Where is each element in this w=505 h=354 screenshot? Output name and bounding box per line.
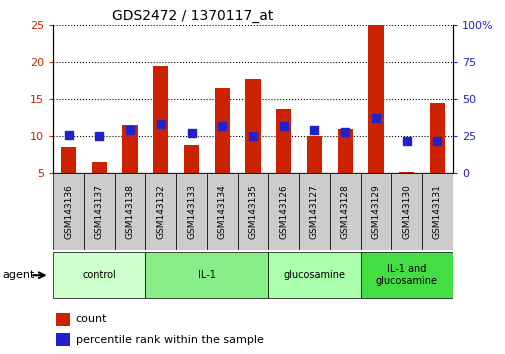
Text: GSM143137: GSM143137: [94, 184, 104, 239]
Bar: [329, 173, 360, 250]
Text: GSM143135: GSM143135: [248, 184, 257, 239]
Bar: [368, 25, 383, 173]
Bar: [398, 172, 414, 173]
Bar: [276, 109, 291, 173]
Bar: [115, 173, 145, 250]
Bar: [298, 173, 329, 250]
Point: [340, 129, 348, 135]
Point: [371, 116, 379, 121]
Bar: [237, 173, 268, 250]
Text: GSM143136: GSM143136: [64, 184, 73, 239]
Bar: [153, 65, 168, 173]
Bar: [337, 129, 352, 173]
Text: GSM143138: GSM143138: [125, 184, 134, 239]
Text: GSM143132: GSM143132: [156, 184, 165, 239]
Point: [218, 123, 226, 129]
Text: GSM143128: GSM143128: [340, 184, 349, 239]
Text: GSM143134: GSM143134: [217, 184, 226, 239]
Bar: [360, 173, 390, 250]
Bar: [421, 173, 452, 250]
Bar: [390, 173, 421, 250]
Text: GSM143126: GSM143126: [279, 184, 288, 239]
Point: [95, 133, 103, 139]
Bar: [53, 252, 145, 298]
Text: IL-1 and
glucosamine: IL-1 and glucosamine: [375, 264, 437, 286]
Bar: [268, 173, 298, 250]
Text: glucosamine: glucosamine: [283, 270, 345, 280]
Bar: [53, 173, 84, 250]
Bar: [268, 252, 360, 298]
Text: percentile rank within the sample: percentile rank within the sample: [75, 335, 263, 345]
Bar: [429, 103, 444, 173]
Point: [433, 138, 441, 144]
Bar: [56, 333, 70, 346]
Point: [126, 127, 134, 133]
Bar: [245, 79, 260, 173]
Bar: [176, 173, 207, 250]
Text: GSM143133: GSM143133: [187, 184, 195, 239]
Text: GSM143129: GSM143129: [371, 184, 380, 239]
Bar: [61, 147, 76, 173]
Bar: [145, 173, 176, 250]
Bar: [145, 252, 268, 298]
Point: [402, 138, 410, 144]
Point: [157, 121, 165, 127]
Bar: [183, 145, 199, 173]
Bar: [306, 136, 322, 173]
Point: [279, 123, 287, 129]
Point: [310, 127, 318, 133]
Bar: [84, 173, 115, 250]
Text: IL-1: IL-1: [197, 270, 216, 280]
Text: agent: agent: [3, 270, 35, 280]
Bar: [214, 88, 229, 173]
Text: control: control: [82, 270, 116, 280]
Point: [64, 132, 72, 138]
Point: [248, 133, 257, 139]
Bar: [56, 313, 70, 326]
Bar: [360, 252, 452, 298]
Bar: [91, 162, 107, 173]
Text: GSM143127: GSM143127: [310, 184, 318, 239]
Bar: [207, 173, 237, 250]
Text: GDS2472 / 1370117_at: GDS2472 / 1370117_at: [112, 9, 273, 23]
Point: [187, 131, 195, 136]
Bar: [122, 125, 137, 173]
Text: GSM143131: GSM143131: [432, 184, 441, 239]
Text: GSM143130: GSM143130: [401, 184, 411, 239]
Text: count: count: [75, 314, 107, 325]
